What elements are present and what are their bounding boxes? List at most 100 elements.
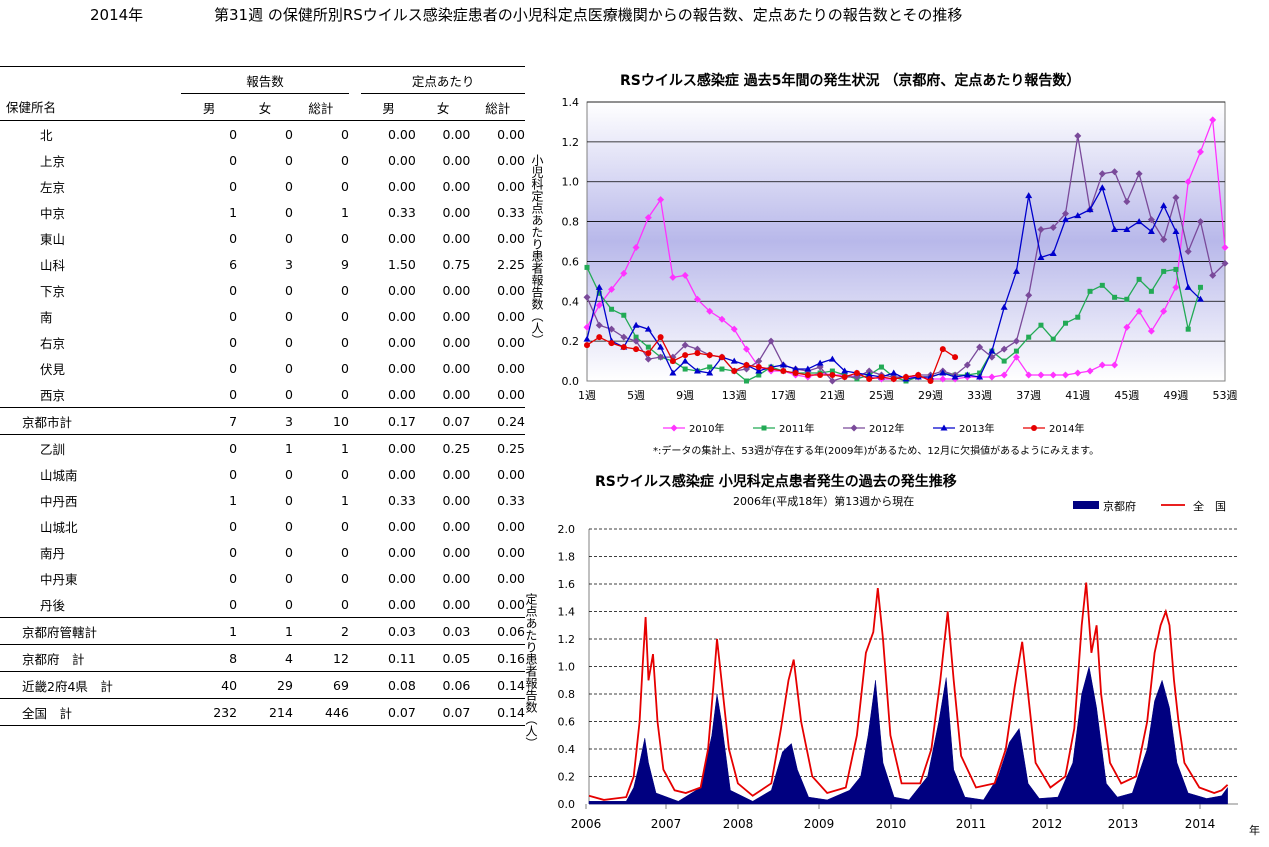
cell-pp-total: 0.00	[497, 596, 525, 612]
col-header-pp-total: 総計	[470, 93, 525, 121]
data-point	[1037, 253, 1045, 260]
cell-pp-female: 0.00	[442, 230, 471, 246]
x-tick-label: 49週	[1163, 389, 1188, 402]
y-tick-label: 1.4	[562, 96, 580, 109]
cell-male: 0	[229, 360, 238, 376]
data-point	[1136, 276, 1142, 282]
data-point	[620, 344, 627, 351]
data-point	[1026, 334, 1032, 340]
cell-male: 0	[229, 386, 238, 402]
table-row: 丹後 0 0 0 0.00 0.00 0.00	[0, 591, 525, 618]
row-name: 下京	[40, 283, 66, 299]
data-point	[744, 378, 749, 384]
y-tick-label: 1.6	[558, 578, 576, 591]
data-point	[939, 369, 947, 376]
data-point	[1161, 268, 1167, 274]
data-point	[706, 352, 713, 359]
data-point	[963, 371, 971, 378]
cell-pp-total: 0.00	[497, 230, 525, 246]
col-header-female: 女	[237, 93, 293, 121]
y-tick-label: 0.4	[558, 743, 576, 756]
data-point	[976, 343, 984, 351]
data-point	[976, 373, 984, 380]
cell-male: 0	[229, 178, 238, 194]
data-point	[583, 335, 591, 342]
cell-pp-total: 0.14	[470, 671, 525, 699]
data-point	[583, 293, 591, 301]
data-point	[1098, 170, 1106, 178]
cell-pp-female: 0.00	[442, 466, 471, 482]
legend-marker	[940, 424, 948, 431]
y-tick-label: 0.0	[558, 798, 576, 811]
x-tick-label: 2007	[651, 817, 682, 831]
cell-pp-female: 0.00	[442, 518, 471, 534]
cell-female: 0	[284, 544, 293, 560]
x-tick-label: 2012	[1032, 817, 1063, 831]
cell-total: 0	[340, 282, 349, 298]
data-point	[694, 350, 701, 357]
cell-male: 0	[229, 308, 238, 324]
data-point	[915, 372, 922, 379]
plot-area	[586, 101, 1226, 382]
data-point	[1160, 307, 1168, 315]
cell-pp-female: 0.07	[415, 698, 471, 726]
cell-pp-total: 0.16	[470, 644, 525, 672]
cell-total: 9	[340, 256, 349, 272]
row-name: 伏見	[40, 361, 66, 377]
legend-label: 2011年	[779, 422, 814, 435]
cell-pp-female: 0.07	[415, 407, 471, 435]
cell-pp-total: 0.00	[497, 570, 525, 586]
data-point	[632, 337, 640, 345]
data-point	[1184, 247, 1192, 255]
cell-pp-male: 0.33	[388, 204, 416, 220]
y-tick-label: 1.8	[558, 551, 576, 564]
table-row: 京都府 計 8 4 12 0.11 0.05 0.16	[0, 644, 525, 672]
cell-pp-total: 0.06	[470, 617, 525, 645]
data-point	[1000, 371, 1008, 379]
data-point	[878, 374, 885, 381]
data-point	[1123, 323, 1131, 331]
cell-total: 0	[340, 126, 349, 142]
data-point	[988, 347, 996, 354]
legend-marker	[670, 424, 678, 432]
data-point	[1172, 283, 1180, 291]
data-point	[595, 283, 603, 290]
data-point	[779, 361, 787, 368]
cell-pp-male: 0.00	[388, 152, 416, 168]
cell-female: 1	[237, 434, 293, 461]
data-point	[1037, 226, 1045, 234]
data-point	[816, 359, 824, 366]
cell-female: 0	[284, 492, 293, 508]
table-row: 左京 0 0 0 0.00 0.00 0.00	[0, 173, 525, 199]
data-point	[1111, 361, 1119, 369]
cell-pp-male: 0.17	[361, 407, 416, 435]
data-point	[755, 367, 763, 374]
data-point	[1135, 170, 1143, 178]
table-row: 右京 0 0 0 0.00 0.00 0.00	[0, 329, 525, 355]
cell-pp-female: 0.00	[442, 282, 471, 298]
data-point	[693, 295, 701, 303]
data-point	[609, 306, 615, 312]
row-name: 乙訓	[0, 434, 182, 461]
data-point	[829, 372, 836, 379]
cell-pp-total: 0.24	[470, 407, 525, 435]
cell-pp-total: 2.25	[497, 256, 525, 272]
table-row: 山城南 0 0 0 0.00 0.00 0.00	[0, 461, 525, 487]
legend-swatch-kyoto	[1073, 501, 1099, 509]
data-point	[1050, 336, 1056, 342]
data-point	[1221, 259, 1229, 267]
y-tick-label: 0.4	[562, 295, 580, 308]
cell-female: 0	[284, 204, 293, 220]
data-point	[1135, 218, 1143, 225]
x-tick-label: 2011	[956, 817, 987, 831]
cell-total: 0	[340, 518, 349, 534]
cell-female: 0	[284, 518, 293, 534]
cell-pp-male: 0.00	[388, 360, 416, 376]
data-point	[1160, 202, 1168, 209]
row-name: 山城北	[40, 519, 78, 535]
data-point	[755, 357, 763, 365]
row-name: 京都府管轄計	[0, 617, 182, 645]
data-point	[719, 366, 725, 372]
report-table: 報告数 定点あたり 保健所名 男 女 総計 男 女 総計 北 0 0 0 0.00 0.0…	[0, 66, 525, 726]
data-point	[706, 307, 714, 315]
